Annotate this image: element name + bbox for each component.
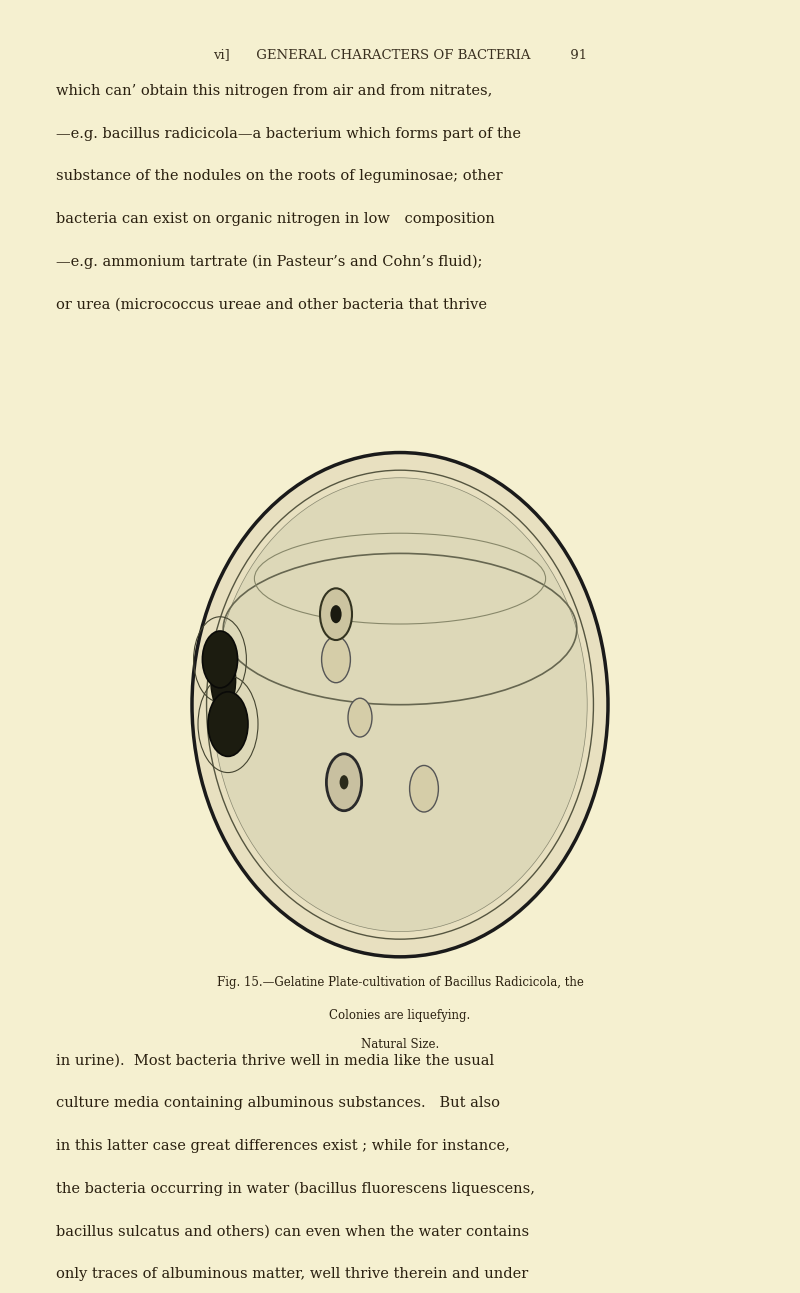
Text: substance of the nodules on the roots of leguminosae; other: substance of the nodules on the roots of…: [56, 169, 502, 184]
Circle shape: [202, 631, 238, 688]
Text: which can’ obtain this nitrogen from air and from nitrates,: which can’ obtain this nitrogen from air…: [56, 84, 492, 98]
Circle shape: [208, 692, 248, 756]
Text: bacillus sulcatus and others) can even when the water contains: bacillus sulcatus and others) can even w…: [56, 1224, 529, 1239]
Circle shape: [326, 754, 362, 811]
Text: Fig. 15.—Gelatine Plate-cultivation of Bacillus Radicicola, the: Fig. 15.—Gelatine Plate-cultivation of B…: [217, 976, 583, 989]
Circle shape: [322, 636, 350, 683]
Text: the bacteria occurring in water (bacillus fluorescens liquescens,: the bacteria occurring in water (bacillu…: [56, 1182, 535, 1196]
Ellipse shape: [192, 453, 608, 957]
Circle shape: [340, 775, 349, 789]
Circle shape: [330, 605, 342, 623]
Text: culture media containing albuminous substances.   But also: culture media containing albuminous subs…: [56, 1096, 500, 1111]
Circle shape: [320, 588, 352, 640]
Text: vi]  GENERAL CHARACTERS OF BACTERIA   91: vi] GENERAL CHARACTERS OF BACTERIA 91: [213, 48, 587, 61]
Circle shape: [410, 765, 438, 812]
Text: —e.g. ammonium tartrate (in Pasteur’s and Cohn’s fluid);: —e.g. ammonium tartrate (in Pasteur’s an…: [56, 255, 482, 269]
Text: Colonies are liquefying.: Colonies are liquefying.: [330, 1009, 470, 1021]
Ellipse shape: [210, 648, 236, 711]
Circle shape: [348, 698, 372, 737]
Text: in urine).  Most bacteria thrive well in media like the usual: in urine). Most bacteria thrive well in …: [56, 1054, 494, 1068]
Text: in this latter case great differences exist ; while for instance,: in this latter case great differences ex…: [56, 1139, 510, 1153]
Text: or urea (micrococcus ureae and other bacteria that thrive: or urea (micrococcus ureae and other bac…: [56, 297, 487, 312]
Ellipse shape: [213, 477, 587, 931]
Text: only traces of albuminous matter, well thrive therein and under: only traces of albuminous matter, well t…: [56, 1267, 528, 1281]
Text: —e.g. bacillus radicicola—a bacterium which forms part of the: —e.g. bacillus radicicola—a bacterium wh…: [56, 127, 521, 141]
Text: bacteria can exist on organic nitrogen in low composition: bacteria can exist on organic nitrogen i…: [56, 212, 495, 226]
Text: Natural Size.: Natural Size.: [361, 1038, 439, 1051]
